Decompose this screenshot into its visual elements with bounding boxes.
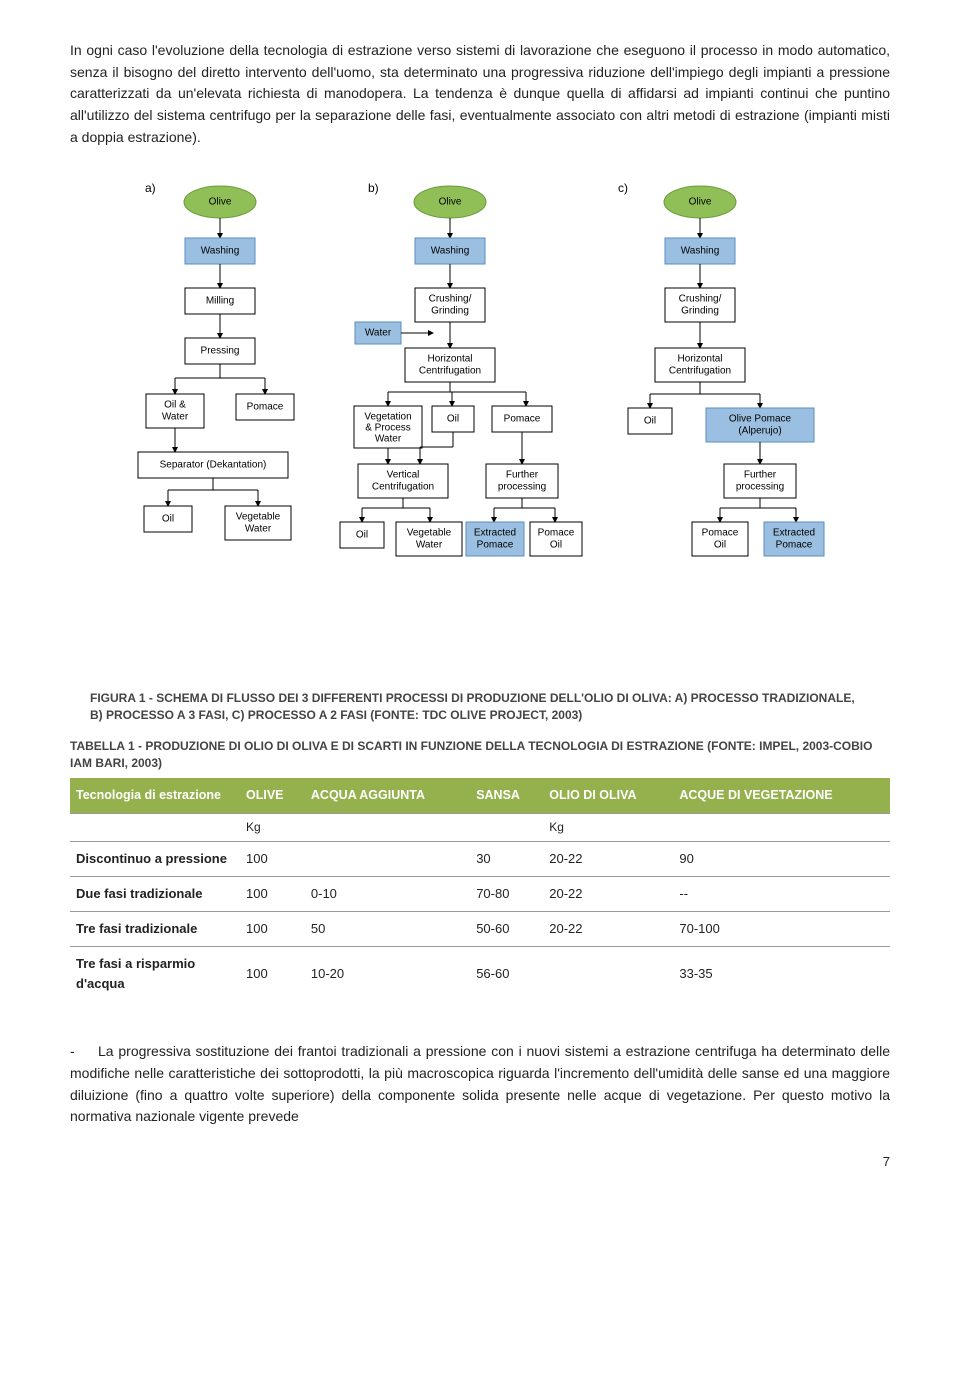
process-flow-diagram: a) b) c) Olive Washing Milling Pressing …: [70, 172, 890, 662]
svg-text:c): c): [618, 181, 628, 195]
page-number: 7: [70, 1152, 890, 1172]
svg-text:Olive: Olive: [689, 197, 712, 208]
svg-text:Vertical: Vertical: [387, 470, 420, 481]
svg-text:Oil: Oil: [356, 530, 368, 541]
bullet-paragraph: -La progressiva sostituzione dei frantoi…: [70, 1041, 890, 1128]
col-tech: Tecnologia di estrazione: [70, 778, 240, 814]
table-caption: TABELLA 1 - PRODUZIONE DI OLIO DI OLIVA …: [70, 738, 890, 772]
svg-text:(Alperujo): (Alperujo): [738, 426, 781, 437]
svg-text:Milling: Milling: [206, 296, 234, 307]
svg-text:Washing: Washing: [681, 246, 720, 257]
svg-text:processing: processing: [498, 482, 546, 493]
svg-text:Pomace: Pomace: [247, 402, 284, 413]
svg-text:Oil: Oil: [447, 414, 459, 425]
svg-text:Further: Further: [744, 470, 777, 481]
svg-text:Water: Water: [245, 524, 272, 535]
svg-text:Pomace: Pomace: [477, 540, 514, 551]
svg-text:Pomace: Pomace: [538, 528, 575, 539]
svg-text:Pomace: Pomace: [776, 540, 813, 551]
svg-text:a): a): [145, 181, 156, 195]
table-row: Due fasi tradizionale1000-1070-8020-22--: [70, 876, 890, 911]
unit-row: Kg Kg: [70, 814, 890, 842]
figure-caption: FIGURA 1 - SCHEMA DI FLUSSO DEI 3 DIFFER…: [90, 690, 870, 724]
svg-text:Grinding: Grinding: [681, 306, 719, 317]
svg-text:Water: Water: [365, 328, 392, 339]
svg-text:Oil: Oil: [162, 514, 174, 525]
col-olive: OLIVE: [240, 778, 305, 814]
table-row: Tre fasi tradizionale1005050-6020-2270-1…: [70, 911, 890, 946]
svg-text:Water: Water: [162, 412, 189, 423]
svg-text:Horizontal: Horizontal: [677, 354, 722, 365]
svg-text:Pressing: Pressing: [201, 346, 240, 357]
svg-text:Vegetation: Vegetation: [364, 412, 411, 423]
svg-text:Oil: Oil: [644, 416, 656, 427]
svg-text:Vegetable: Vegetable: [407, 528, 452, 539]
svg-text:Centrifugation: Centrifugation: [419, 366, 481, 377]
svg-text:processing: processing: [736, 482, 784, 493]
table-row: Discontinuo a pressione1003020-2290: [70, 841, 890, 876]
svg-text:Olive: Olive: [439, 197, 462, 208]
col-water: ACQUA AGGIUNTA: [305, 778, 470, 814]
intro-paragraph: In ogni caso l'evoluzione della tecnolog…: [70, 40, 890, 148]
svg-text:Oil: Oil: [550, 540, 562, 551]
svg-text:Olive: Olive: [209, 197, 232, 208]
svg-text:Pomace: Pomace: [504, 414, 541, 425]
col-oil: OLIO DI OLIVA: [543, 778, 673, 814]
svg-text:& Process: & Process: [365, 423, 411, 434]
svg-text:Oil: Oil: [714, 540, 726, 551]
svg-text:Further: Further: [506, 470, 539, 481]
svg-text:Extracted: Extracted: [474, 528, 516, 539]
svg-text:Water: Water: [375, 434, 402, 445]
svg-text:Vegetable: Vegetable: [236, 512, 281, 523]
svg-text:Separator (Dekantation): Separator (Dekantation): [160, 460, 267, 471]
svg-text:Washing: Washing: [201, 246, 240, 257]
svg-text:Horizontal: Horizontal: [427, 354, 472, 365]
svg-text:Crushing/: Crushing/: [679, 294, 722, 305]
svg-text:Grinding: Grinding: [431, 306, 469, 317]
svg-text:Centrifugation: Centrifugation: [669, 366, 731, 377]
table-header-row: Tecnologia di estrazione OLIVE ACQUA AGG…: [70, 778, 890, 814]
svg-text:Centrifugation: Centrifugation: [372, 482, 434, 493]
svg-text:Washing: Washing: [431, 246, 470, 257]
col-sansa: SANSA: [470, 778, 543, 814]
svg-text:Olive Pomace: Olive Pomace: [729, 414, 792, 425]
svg-text:Water: Water: [416, 540, 443, 551]
svg-text:Oil &: Oil &: [164, 400, 186, 411]
svg-text:Extracted: Extracted: [773, 528, 815, 539]
svg-text:Crushing/: Crushing/: [429, 294, 472, 305]
svg-text:b): b): [368, 181, 379, 195]
col-veg: ACQUE DI VEGETAZIONE: [673, 778, 890, 814]
extraction-technology-table: Tecnologia di estrazione OLIVE ACQUA AGG…: [70, 778, 890, 1002]
table-row: Tre fasi a risparmio d'acqua10010-2056-6…: [70, 947, 890, 1002]
svg-text:Pomace: Pomace: [702, 528, 739, 539]
